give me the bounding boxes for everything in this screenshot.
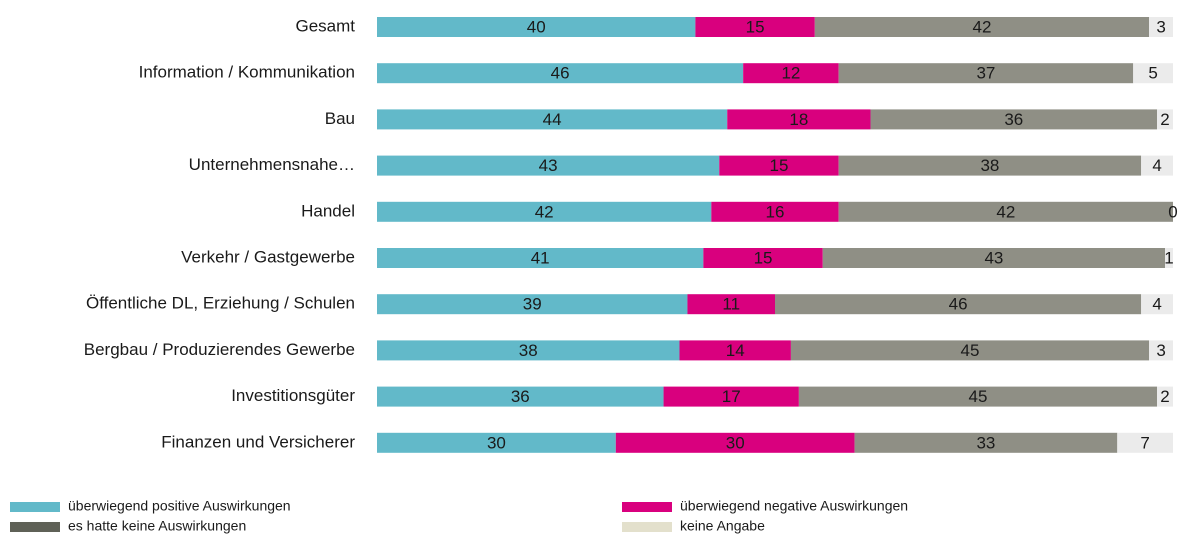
value-label: 15 [770, 156, 789, 175]
value-label: 15 [754, 248, 773, 267]
bar-segment [711, 201, 839, 222]
legend-label: überwiegend positive Auswirkungen [68, 498, 291, 514]
bar-segment [377, 294, 688, 315]
bar-segment [1141, 155, 1173, 176]
bar-segment [377, 17, 696, 37]
category-label: Gesamt [295, 16, 355, 35]
value-label: 4 [1152, 156, 1161, 175]
bar-segment [377, 432, 616, 453]
value-label: 17 [722, 387, 741, 406]
bar-segment [703, 248, 823, 268]
value-label: 2 [1160, 387, 1169, 406]
legend-swatch [10, 502, 60, 512]
bar-segment [838, 63, 1134, 84]
value-label: 33 [976, 433, 995, 452]
value-label: 43 [539, 156, 558, 175]
bar-segment [663, 386, 799, 407]
value-label: 45 [969, 387, 988, 406]
value-label: 3 [1156, 17, 1165, 36]
legend-label: es hatte keine Auswirkungen [68, 518, 246, 534]
category-label: Bergbau / Produzierendes Gewerbe [84, 340, 355, 359]
bar-segment [377, 386, 664, 407]
legend-label: keine Angabe [680, 518, 765, 534]
value-label: 38 [519, 341, 538, 360]
legend-swatch [10, 522, 60, 532]
category-label: Investitionsgüter [231, 386, 355, 405]
bar-segment [679, 340, 791, 361]
value-label: 7 [1140, 433, 1149, 452]
value-label: 40 [527, 17, 546, 36]
category-label: Unternehmensnahe… [189, 155, 355, 174]
bar-segment [814, 17, 1150, 37]
value-label: 4 [1152, 295, 1161, 314]
value-label: 43 [984, 248, 1003, 267]
bar-segment [377, 109, 728, 130]
category-label: Bau [325, 109, 355, 128]
value-label: 12 [781, 64, 800, 83]
bar-segment [615, 432, 855, 453]
bar-segment [838, 155, 1142, 176]
category-label: Öffentliche DL, Erziehung / Schulen [86, 294, 355, 313]
bar-segment [377, 248, 704, 268]
value-label: 46 [551, 64, 570, 83]
category-label: Handel [301, 201, 355, 220]
bar-segment [775, 294, 1142, 315]
legend-label: überwiegend negative Auswirkungen [680, 498, 908, 514]
value-label: 39 [523, 295, 542, 314]
value-label: 36 [1004, 110, 1023, 129]
value-label: 42 [996, 202, 1015, 221]
bar-segment [838, 201, 1173, 222]
category-label: Verkehr / Gastgewerbe [181, 247, 355, 266]
bar-segment [743, 63, 839, 84]
value-label: 0 [1168, 202, 1177, 221]
value-label: 45 [961, 341, 980, 360]
value-label: 14 [726, 341, 745, 360]
bar-segment [727, 109, 871, 130]
value-label: 16 [766, 202, 785, 221]
bar-segment [695, 17, 815, 37]
value-label: 5 [1148, 64, 1157, 83]
bar-segment [377, 155, 720, 176]
value-label: 36 [511, 387, 530, 406]
bar-segment [1133, 63, 1173, 84]
bar-segment [377, 63, 744, 84]
bar-segment [798, 386, 1158, 407]
bar-segment [1117, 432, 1173, 453]
value-label: 46 [949, 295, 968, 314]
bar-segment [1157, 386, 1173, 407]
bar-segment [719, 155, 839, 176]
value-label: 15 [746, 17, 765, 36]
value-label: 38 [980, 156, 999, 175]
value-label: 11 [722, 295, 740, 314]
category-label: Finanzen und Versicherer [161, 432, 355, 451]
bar-segment [1141, 294, 1173, 315]
category-label: Information / Kommunikation [139, 63, 355, 82]
value-label: 30 [726, 433, 745, 452]
bar-segment [377, 201, 712, 222]
value-label: 1 [1164, 248, 1173, 267]
value-label: 3 [1156, 341, 1165, 360]
bar-segment [870, 109, 1158, 130]
bar-segment [790, 340, 1150, 361]
bar-segment [1149, 17, 1173, 37]
value-label: 2 [1160, 110, 1169, 129]
value-label: 42 [535, 202, 554, 221]
value-label: 44 [543, 110, 562, 129]
value-label: 37 [976, 64, 995, 83]
bar-segment [1165, 248, 1173, 268]
bar-segment [687, 294, 775, 315]
value-label: 41 [531, 248, 550, 267]
bar-segment [822, 248, 1166, 268]
value-label: 30 [487, 433, 506, 452]
bar-segment [854, 432, 1118, 453]
value-label: 42 [972, 17, 991, 36]
value-label: 18 [789, 110, 808, 129]
bar-segment [1149, 340, 1173, 361]
legend-swatch [622, 522, 672, 532]
bar-segment [377, 340, 680, 361]
legend-swatch [622, 502, 672, 512]
bar-segment [1157, 109, 1173, 130]
